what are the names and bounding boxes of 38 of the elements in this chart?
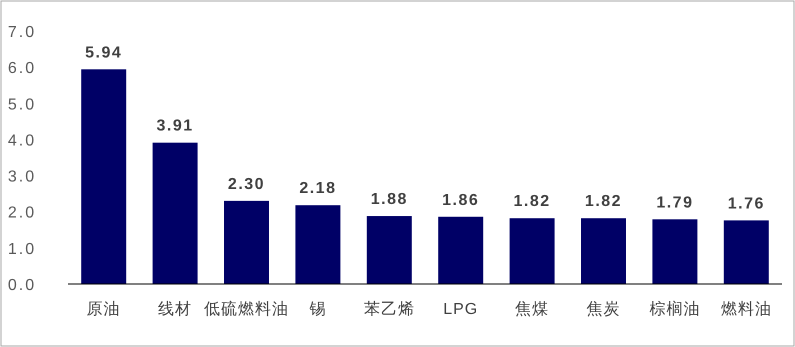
- data-label: 1.88: [370, 191, 408, 208]
- y-tick-label: 7.0: [8, 24, 36, 41]
- data-label: 1.79: [656, 194, 694, 212]
- y-tick-label: 4.0: [8, 132, 36, 150]
- x-tick-label: LPG: [443, 301, 478, 318]
- bar: [510, 218, 555, 284]
- x-tick-label: 锡: [308, 301, 326, 318]
- y-tick-label: 2.0: [8, 204, 36, 222]
- bar: [295, 205, 340, 284]
- data-label: 5.94: [85, 44, 122, 62]
- data-label: 2.18: [299, 180, 336, 198]
- y-tick-label: 0.0: [8, 277, 36, 294]
- bar: [652, 219, 698, 284]
- bar: [581, 218, 626, 284]
- x-tick-label: 棕榈油: [649, 300, 700, 318]
- bar: [152, 142, 198, 284]
- data-label: 1.76: [728, 195, 765, 212]
- x-tick-label: 线材: [158, 300, 192, 318]
- data-label: 3.91: [156, 118, 194, 135]
- y-tick-label: 1.0: [8, 240, 36, 258]
- x-tick-label: 焦炭: [586, 300, 620, 318]
- x-tick-label: 焦煤: [515, 300, 550, 318]
- bar: [438, 216, 484, 284]
- bar: [224, 200, 269, 284]
- data-label: 1.86: [442, 192, 480, 209]
- x-tick-label: 苯乙烯: [364, 300, 415, 318]
- bar: [724, 220, 769, 284]
- data-label: 2.30: [228, 176, 266, 193]
- x-tick-label: 低硫燃料油: [204, 300, 289, 318]
- data-label: 1.82: [584, 193, 622, 210]
- y-tick-label: 5.0: [8, 96, 36, 114]
- y-tick-label: 3.0: [8, 168, 36, 186]
- data-label: 1.82: [514, 193, 551, 210]
- x-tick-label: 原油: [86, 300, 121, 318]
- y-tick-label: 6.0: [8, 60, 36, 78]
- bar: [366, 216, 412, 284]
- bar: [81, 69, 126, 284]
- x-tick-label: 燃料油: [720, 300, 772, 318]
